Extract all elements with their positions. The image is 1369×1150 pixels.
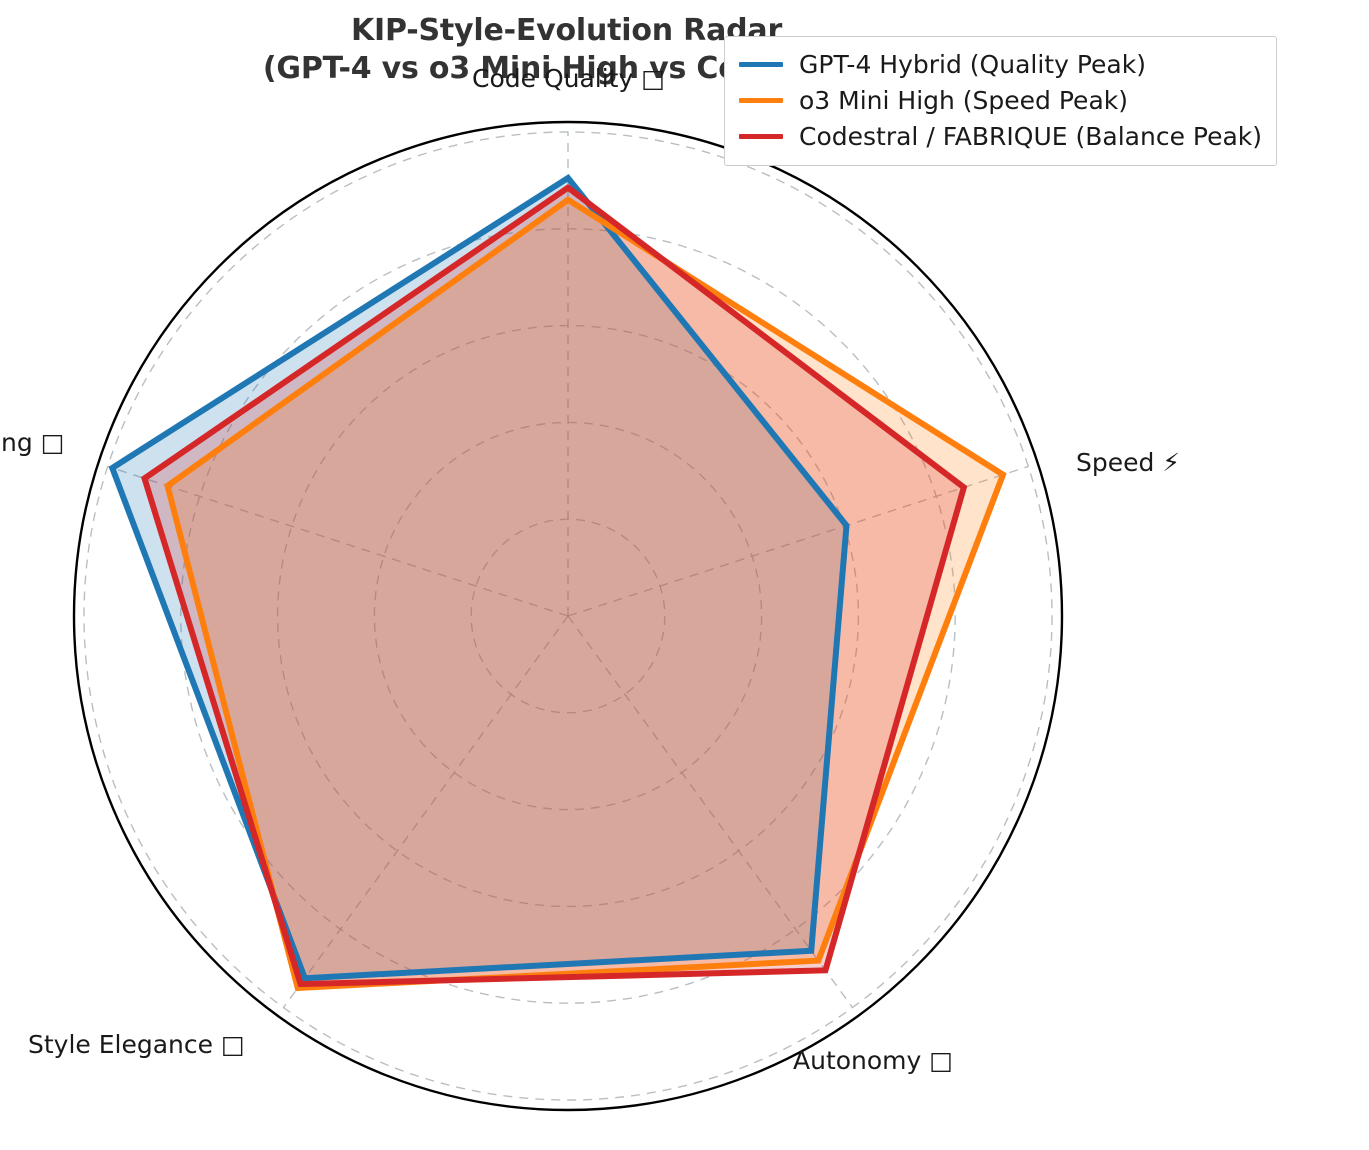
legend-swatch-codestral [739,133,783,139]
chart-legend: GPT-4 Hybrid (Quality Peak) o3 Mini High… [724,36,1278,166]
legend-swatch-o3mini [739,97,783,103]
legend-item[interactable]: Codestral / FABRIQUE (Balance Peak) [739,118,1262,154]
legend-label-gpt4: GPT-4 Hybrid (Quality Peak) [799,49,1146,79]
legend-item[interactable]: o3 Mini High (Speed Peak) [739,82,1262,118]
legend-swatch-gpt4 [739,61,783,67]
legend-item[interactable]: GPT-4 Hybrid (Quality Peak) [739,46,1262,82]
legend-label-o3mini: o3 Mini High (Speed Peak) [799,85,1128,115]
legend-label-codestral: Codestral / FABRIQUE (Balance Peak) [799,121,1263,151]
